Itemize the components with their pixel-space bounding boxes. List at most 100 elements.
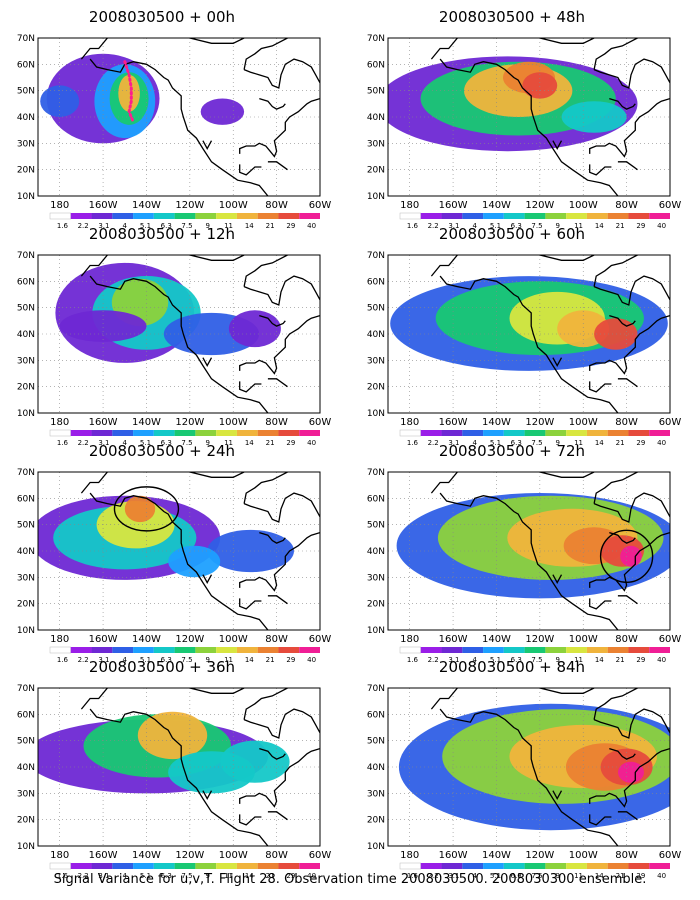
lon-tick-label: 60W xyxy=(309,634,332,645)
colorbar-swatch xyxy=(112,430,134,436)
colorbar-label: 5.1 xyxy=(140,656,151,662)
colorbar-swatch xyxy=(195,647,217,653)
lon-tick-label: 120W xyxy=(525,634,554,645)
lon-tick-label: 180 xyxy=(50,200,69,211)
colorbar-swatch xyxy=(49,862,72,870)
colorbar-swatch xyxy=(462,863,484,869)
lon-tick-label: 140W xyxy=(482,850,511,861)
colorbar-swatch xyxy=(91,213,113,219)
lat-tick-label: 50N xyxy=(367,87,385,97)
colorbar-label: 11 xyxy=(574,222,583,228)
colorbar-label: 21 xyxy=(616,222,625,228)
coastline xyxy=(80,472,145,494)
lat-tick-label: 10N xyxy=(17,409,35,419)
map-svg: 10N 20N 30N 40N 50N 60N 70N 180 160W 140W 120W 100W… xyxy=(367,468,682,662)
lon-tick-label: 160W xyxy=(89,200,118,211)
lon-tick-label: 60W xyxy=(659,634,682,645)
colorbar-label: 9 xyxy=(556,872,560,878)
lat-tick-label: 60N xyxy=(367,710,385,720)
colorbar-label: 2.2 xyxy=(428,872,439,878)
colorbar-label: 29 xyxy=(636,872,645,878)
lat-tick-label: 70N xyxy=(367,251,385,261)
variance-contour xyxy=(168,545,221,578)
coastline xyxy=(243,492,320,523)
lon-tick-label: 140W xyxy=(132,417,161,428)
colorbar-label: 7.5 xyxy=(531,872,542,878)
lon-tick-label: 140W xyxy=(132,850,161,861)
lat-tick-label: 30N xyxy=(367,139,385,149)
coastline xyxy=(239,747,320,808)
colorbar-swatch xyxy=(133,647,154,653)
map-panel: 2008030500 + 24h 10N 20N 30N 40N 50N 60N 70N 180… xyxy=(2,442,332,662)
colorbar-label: 29 xyxy=(636,439,645,445)
coastline xyxy=(202,357,213,367)
colorbar-label: 6.3 xyxy=(161,656,172,662)
colorbar-label: 9 xyxy=(206,439,210,445)
coastline xyxy=(267,811,288,821)
coastline xyxy=(593,492,670,523)
colorbar-swatch xyxy=(607,863,629,869)
lon-tick-label: 160W xyxy=(89,417,118,428)
panel-title: 2008030500 + 36h xyxy=(88,658,236,676)
colorbar-label: 6.3 xyxy=(511,222,522,228)
coastline xyxy=(243,255,288,287)
colorbar-swatch xyxy=(524,213,546,219)
colorbar-label: 11 xyxy=(224,439,233,445)
colorbar-swatch xyxy=(153,430,175,436)
colorbar-label: 1.6 xyxy=(407,439,419,445)
colorbar-label: 7.5 xyxy=(181,222,192,228)
coastline xyxy=(539,255,595,261)
map-panel: 2008030500 + 84h 10N 20N 30N 40N 50N 60N 70N 180… xyxy=(352,658,682,878)
coastline xyxy=(589,747,670,808)
lon-tick-label: 80W xyxy=(265,850,288,861)
map-svg: 10N 20N 30N 40N 50N 60N 70N 180 160W 140W 120W 100W… xyxy=(367,684,682,878)
lat-tick-label: 20N xyxy=(17,166,35,176)
colorbar-swatch xyxy=(566,863,587,869)
colorbar-swatch xyxy=(236,863,258,869)
colorbar-label: 2.2 xyxy=(78,872,89,878)
lat-tick-label: 20N xyxy=(367,816,385,826)
colorbar-swatch xyxy=(524,863,546,869)
panel-title: 2008030500 + 84h xyxy=(438,658,586,676)
lat-tick-label: 60N xyxy=(17,60,35,70)
colorbar-label: 14 xyxy=(595,222,604,228)
colorbar-label: 5.1 xyxy=(490,222,501,228)
colorbar-label: 14 xyxy=(245,656,254,662)
colorbar-label: 1.6 xyxy=(57,656,69,662)
map-frame xyxy=(387,37,671,197)
lon-tick-label: 120W xyxy=(525,850,554,861)
colorbar-label: 40 xyxy=(307,439,316,445)
colorbar-swatch xyxy=(649,647,670,653)
coastline xyxy=(239,531,320,592)
colorbar-swatch xyxy=(236,647,258,653)
colorbar-label: 21 xyxy=(266,872,275,878)
variance-contour xyxy=(220,740,290,783)
flight-track xyxy=(123,60,135,124)
coastline xyxy=(539,472,595,478)
coastline xyxy=(439,58,619,196)
colorbar-swatch xyxy=(399,429,422,437)
lat-tick-label: 60N xyxy=(367,277,385,287)
coastline xyxy=(552,357,563,367)
colorbar-label: 3.1 xyxy=(448,439,459,445)
coastline xyxy=(609,531,636,544)
colorbar-swatch xyxy=(299,647,320,653)
lon-tick-label: 100W xyxy=(569,200,598,211)
colorbar-label: 5.1 xyxy=(490,656,501,662)
colorbar-swatch xyxy=(216,863,237,869)
colorbar-swatch xyxy=(236,213,258,219)
lon-tick-label: 100W xyxy=(569,417,598,428)
colorbar-swatch xyxy=(257,430,279,436)
colorbar-label: 9 xyxy=(556,222,560,228)
lon-tick-label: 120W xyxy=(175,417,204,428)
variance-contour xyxy=(620,545,642,567)
panel-title: 2008030500 + 24h xyxy=(88,442,236,460)
colorbar-label: 5.1 xyxy=(140,872,151,878)
colorbar-swatch xyxy=(628,430,650,436)
lon-tick-label: 140W xyxy=(482,200,511,211)
lon-tick-label: 80W xyxy=(615,417,638,428)
colorbar-swatch xyxy=(503,213,525,219)
colorbar-swatch xyxy=(420,430,442,436)
colorbar-label: 2.2 xyxy=(428,656,439,662)
colorbar-label: 4 xyxy=(472,656,477,662)
